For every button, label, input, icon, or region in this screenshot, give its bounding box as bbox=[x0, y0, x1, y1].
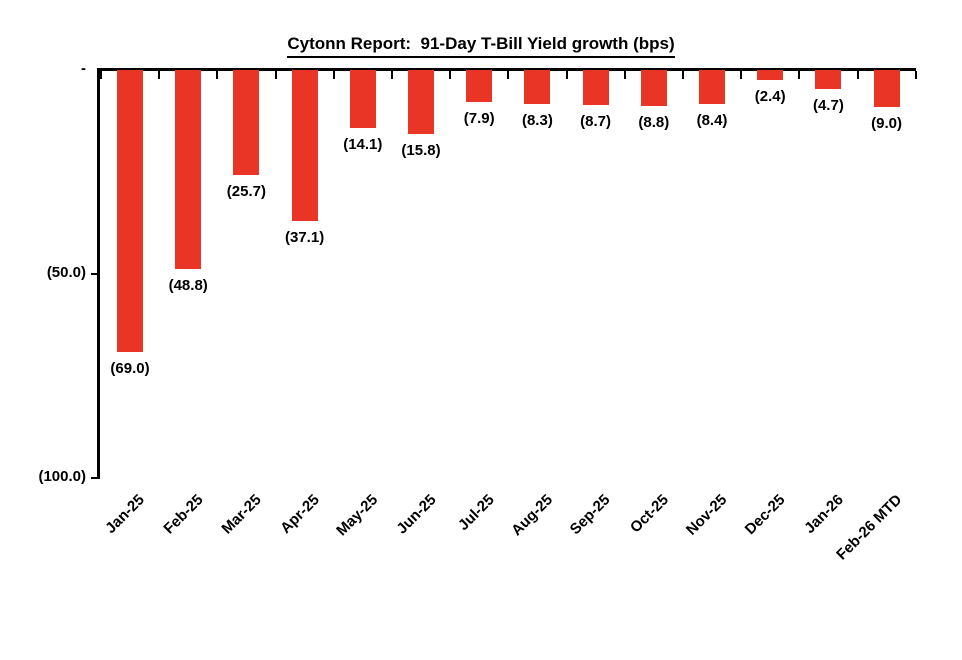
x-axis-tick bbox=[740, 71, 743, 79]
bar-value-label: (37.1) bbox=[285, 229, 325, 247]
bar-value-label: (25.7) bbox=[226, 182, 266, 200]
x-axis-tick bbox=[274, 71, 277, 79]
x-axis-tick bbox=[914, 71, 917, 79]
bar bbox=[582, 70, 609, 106]
x-axis-label: Jan-26 bbox=[801, 491, 847, 537]
bar-value-label: (8.7) bbox=[580, 113, 612, 131]
y-axis-line bbox=[97, 68, 100, 479]
bar-value-label: (8.8) bbox=[638, 113, 670, 131]
bar bbox=[757, 70, 784, 80]
x-axis-label: Dec-25 bbox=[741, 491, 789, 539]
bar bbox=[291, 70, 318, 222]
bar-value-label: (9.0) bbox=[871, 114, 903, 132]
x-axis-label: Jan-25 bbox=[102, 491, 149, 537]
x-axis-label: Oct-25 bbox=[627, 491, 673, 537]
bar bbox=[466, 70, 493, 103]
x-axis-tick bbox=[623, 71, 626, 79]
x-axis-tick bbox=[390, 71, 393, 79]
x-axis-label: Sep-25 bbox=[567, 491, 614, 539]
bar-value-label: (4.7) bbox=[812, 97, 844, 115]
bar bbox=[349, 70, 376, 128]
bar bbox=[117, 70, 143, 352]
bar bbox=[815, 70, 842, 90]
bar-value-label: (69.0) bbox=[110, 359, 150, 377]
bar-value-label: (14.1) bbox=[343, 135, 383, 153]
bar-value-label: (8.3) bbox=[521, 111, 553, 129]
x-axis-label: Feb-25 bbox=[160, 491, 207, 538]
x-axis-label: Apr-25 bbox=[277, 491, 323, 537]
x-axis-label: Nov-25 bbox=[682, 491, 731, 539]
bar bbox=[524, 70, 551, 104]
y-axis-tick-label: (50.0) bbox=[46, 264, 86, 281]
bar bbox=[873, 70, 900, 107]
x-axis-tick bbox=[332, 71, 335, 79]
x-axis-tick bbox=[507, 71, 510, 79]
bar-value-label: (8.4) bbox=[696, 112, 728, 130]
bar-value-label: (48.8) bbox=[168, 277, 208, 295]
bar bbox=[640, 70, 667, 106]
x-axis-tick bbox=[449, 71, 452, 79]
x-axis-tick bbox=[798, 71, 801, 79]
x-axis-label: Aug-25 bbox=[507, 491, 556, 540]
x-axis-label: Jun-25 bbox=[393, 491, 440, 538]
bar-value-label: (15.8) bbox=[401, 142, 441, 160]
chart-title-wrap: Cytonn Report: 91-Day T-Bill Yield growt… bbox=[0, 34, 962, 58]
bar-value-label: (2.4) bbox=[754, 87, 786, 105]
x-axis-label: Jul-25 bbox=[454, 491, 498, 534]
y-axis-tick bbox=[91, 273, 97, 275]
bar-value-label: (7.9) bbox=[463, 110, 495, 128]
x-axis-tick bbox=[216, 71, 219, 79]
x-axis-tick bbox=[99, 71, 102, 79]
bar bbox=[699, 70, 725, 105]
bar bbox=[175, 70, 202, 270]
bar bbox=[408, 70, 434, 135]
x-axis-tick bbox=[565, 71, 568, 79]
y-axis-tick-label: (100.0) bbox=[38, 468, 86, 485]
x-axis-line bbox=[97, 68, 916, 71]
x-axis-label: May-25 bbox=[333, 491, 382, 540]
x-axis-tick bbox=[158, 71, 161, 79]
chart-title: Cytonn Report: 91-Day T-Bill Yield growt… bbox=[287, 34, 675, 58]
x-axis-tick bbox=[681, 71, 684, 79]
y-axis-tick bbox=[91, 477, 97, 479]
x-axis-label: Mar-25 bbox=[218, 491, 265, 538]
bar bbox=[233, 70, 260, 175]
y-axis-tick-label: - bbox=[81, 60, 86, 77]
x-axis-tick bbox=[856, 71, 859, 79]
